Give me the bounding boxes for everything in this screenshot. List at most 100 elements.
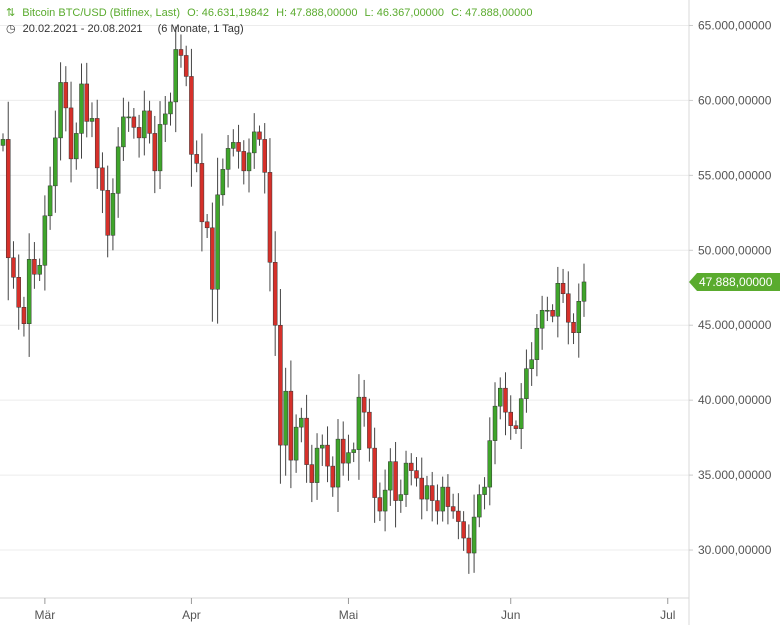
candle-down: [445, 486, 451, 507]
candle-down: [189, 76, 194, 155]
candle-up: [498, 387, 503, 407]
candle-up: [283, 390, 288, 446]
candle-up: [26, 259, 32, 324]
candle-down: [456, 510, 461, 522]
candle-up: [168, 101, 173, 115]
candle-down: [508, 411, 513, 426]
candle-up: [53, 137, 58, 187]
last-price-marker: 47.888,00000: [689, 272, 780, 291]
candle-up: [477, 494, 482, 518]
candle-down: [204, 221, 210, 229]
candle-down: [513, 425, 519, 429]
candle-up: [126, 116, 131, 119]
candle-down: [560, 283, 566, 295]
candle-down: [199, 163, 205, 223]
candle-up: [545, 309, 550, 312]
open-value: O: 46.631,19842: [187, 7, 270, 19]
candle-up: [299, 417, 304, 428]
candle-down: [152, 133, 158, 172]
candle-down: [272, 262, 278, 326]
candle-up: [231, 142, 236, 149]
candle-down: [393, 461, 398, 501]
candle-down: [267, 172, 273, 263]
candle-up: [398, 494, 404, 501]
candle-up: [58, 82, 63, 139]
candle-up: [42, 215, 48, 266]
date-range: 20.02.2021 - 20.08.2021: [22, 23, 143, 35]
candle-up: [215, 194, 220, 290]
candle-up: [293, 426, 299, 461]
period-header: ◷ 20.02.2021 - 20.08.2021 (6 Monate, 1 T…: [6, 22, 248, 35]
candle-up: [74, 133, 79, 160]
instrument-title: Bitcoin BTC/USD (Bitfinex, Last): [22, 7, 180, 19]
y-tick-label: 35.000,00000: [698, 468, 772, 482]
candle-up: [351, 449, 356, 453]
candle-up: [335, 438, 341, 488]
candle-down: [194, 154, 199, 164]
candle-down: [566, 293, 571, 323]
y-tick-label: 55.000,00000: [698, 168, 772, 182]
candle-down: [136, 127, 142, 139]
candle-up: [225, 148, 231, 170]
candle-up: [115, 146, 121, 194]
candle-up: [524, 368, 529, 399]
candle-up: [403, 462, 409, 495]
candle-up: [555, 283, 561, 317]
clock-icon: ◷: [6, 23, 16, 35]
y-tick-label: 65.000,00000: [698, 18, 772, 32]
candle-down: [309, 464, 315, 483]
candle-down: [21, 306, 27, 324]
candle-up: [79, 83, 84, 134]
candle-up: [581, 281, 587, 302]
instrument-header: ⇅ Bitcoin BTC/USD (Bitfinex, Last) O: 46…: [6, 6, 536, 19]
candle-down: [68, 107, 74, 160]
last-price-badge: [689, 272, 780, 291]
candle-down: [257, 131, 262, 140]
candle-up: [157, 124, 163, 172]
candle-up: [440, 486, 445, 512]
x-axis-ticks: MärAprMaiJunJulAug: [35, 598, 675, 622]
candle-down: [429, 485, 435, 501]
candle-down: [503, 387, 508, 413]
candle-up: [518, 398, 524, 429]
candle-up: [246, 152, 252, 172]
candle-down: [236, 142, 241, 152]
candle-up: [0, 139, 6, 146]
candle-down: [461, 521, 466, 539]
candle-up: [163, 113, 168, 125]
candle-down: [419, 477, 424, 500]
low-value: L: 46.367,00000: [364, 7, 445, 19]
candle-up: [320, 444, 325, 449]
candle-up: [539, 309, 545, 329]
candle-down: [288, 390, 294, 461]
candle-down: [325, 444, 330, 467]
candle-down: [241, 151, 247, 172]
candle-down: [435, 500, 440, 512]
candle-up: [534, 327, 540, 360]
high-value: H: 47.888,00000: [276, 7, 358, 19]
candle-up: [482, 486, 487, 495]
candle-down: [105, 190, 110, 236]
candle-down: [372, 447, 377, 498]
candle-up: [388, 461, 393, 491]
candle-up: [314, 447, 320, 483]
candle-down: [94, 118, 100, 169]
candle-up: [173, 49, 178, 103]
candle-down: [100, 167, 105, 191]
candle-up: [37, 265, 42, 275]
candle-down: [409, 462, 414, 471]
y-tick-label: 60.000,00000: [698, 93, 772, 107]
candle-up: [356, 396, 362, 450]
x-tick-label: Mai: [339, 608, 358, 622]
candle-down: [414, 470, 419, 479]
candle-down: [183, 55, 189, 77]
candle-type-icon: ⇅: [6, 7, 16, 19]
candle-up: [251, 131, 257, 154]
candle-up: [382, 489, 388, 512]
candle-down: [11, 257, 16, 278]
x-tick-label: Jul: [660, 608, 675, 622]
candle-down: [5, 139, 11, 259]
candle-down: [330, 465, 336, 488]
candle-up: [121, 116, 126, 148]
